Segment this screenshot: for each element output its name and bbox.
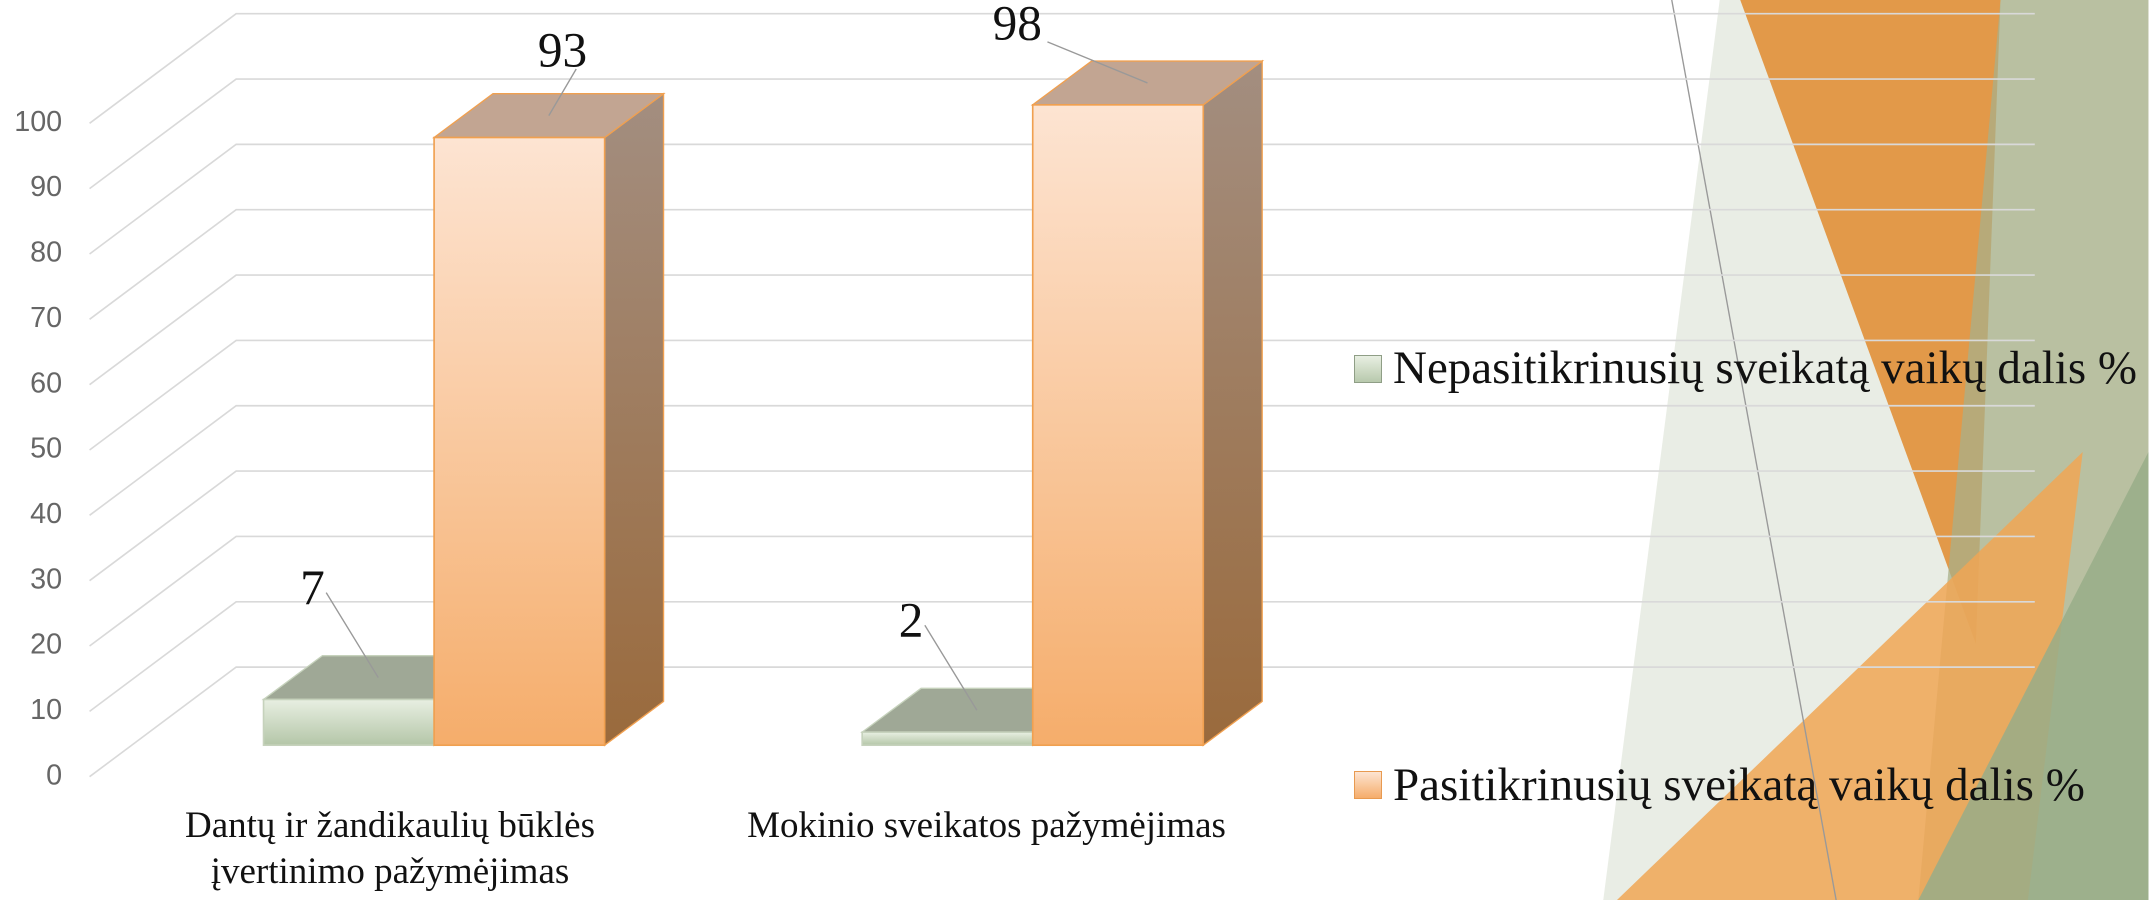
grid-line: [89, 470, 2035, 582]
x-tick-label: Mokinio sveikatos pažymėjimas: [747, 805, 1226, 846]
data-label: 93: [538, 23, 587, 78]
bar-front: [1031, 104, 1205, 747]
grid-line: [89, 78, 2035, 190]
legend-label: Nepasitikrinusių sveikatą vaikų dalis %: [1393, 342, 2138, 394]
leader-line: [1047, 41, 1148, 84]
leader-line: [548, 68, 577, 116]
legend-swatch: [1354, 355, 1382, 383]
y-tick-label: 70: [30, 302, 62, 334]
bar-front: [433, 136, 606, 747]
y-tick-label: 80: [30, 237, 62, 269]
grid-line: [89, 535, 2035, 647]
bar-front: [861, 731, 1034, 747]
bar-side: [603, 92, 665, 747]
y-tick-label: 20: [30, 629, 62, 661]
background-decoration: [1603, 0, 2149, 900]
y-tick-label: 100: [14, 106, 62, 138]
y-tick-label: 40: [30, 498, 62, 530]
data-label: 7: [300, 560, 325, 615]
data-label: 2: [899, 593, 924, 648]
data-label: 98: [993, 0, 1042, 50]
x-tick-label: Dantų ir žandikaulių būklės įvertinimo p…: [185, 805, 595, 893]
y-tick-label: 0: [46, 759, 62, 791]
y-tick-label: 90: [30, 171, 62, 203]
grid-line: [89, 274, 2035, 386]
y-tick-label: 60: [30, 367, 62, 399]
grid-line: [89, 208, 2035, 320]
legend-swatch: [1354, 771, 1382, 799]
grid-line: [89, 404, 2035, 517]
bar: [432, 92, 666, 747]
grid-line: [89, 339, 2035, 451]
plot-area: 0 10 20 30 40 50 60 70 80 90 100 7 2 93 98: [14, 0, 2035, 791]
grid-line: [89, 600, 2035, 713]
grid-line: [89, 666, 2035, 778]
y-tick-label: 50: [30, 433, 62, 465]
bar-front: [262, 698, 435, 747]
bar: [1030, 59, 1265, 747]
leader-line: [325, 592, 379, 678]
y-tick-label: 30: [30, 563, 62, 595]
leader-line: [924, 624, 978, 711]
y-tick-label: 10: [30, 694, 62, 726]
grid-line: [89, 143, 2035, 255]
bar-side: [1202, 59, 1263, 747]
grid-line: [89, 12, 2035, 124]
legend-label: Pasitikrinusių sveikatą vaikų dalis %: [1393, 759, 2085, 811]
